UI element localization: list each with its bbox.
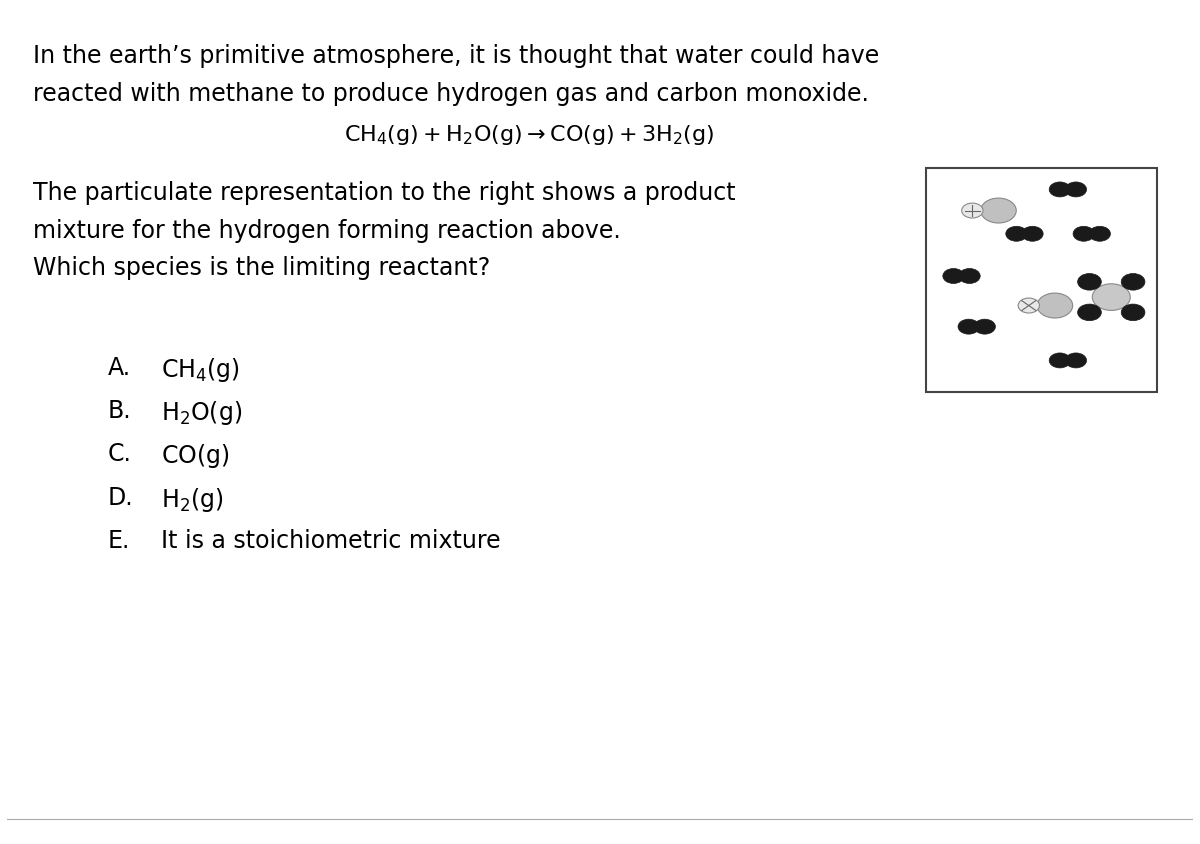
Circle shape — [1037, 294, 1073, 319]
Circle shape — [1006, 227, 1027, 242]
Circle shape — [1066, 354, 1086, 369]
Text: It is a stoichiometric mixture: It is a stoichiometric mixture — [161, 528, 500, 552]
Text: B.: B. — [108, 398, 131, 423]
Circle shape — [1121, 274, 1145, 291]
Text: $\mathrm{CH_4(g) + H_2O(g) \rightarrow CO(g) + 3H_2(g)}$: $\mathrm{CH_4(g) + H_2O(g) \rightarrow C… — [343, 123, 714, 147]
Text: D.: D. — [108, 485, 133, 509]
FancyBboxPatch shape — [926, 169, 1158, 393]
Text: reacted with methane to produce hydrogen gas and carbon monoxide.: reacted with methane to produce hydrogen… — [34, 82, 869, 106]
Text: C.: C. — [108, 442, 132, 466]
Circle shape — [1018, 299, 1039, 314]
Circle shape — [1078, 305, 1102, 322]
Text: $\mathregular{H_2(g)}$: $\mathregular{H_2(g)}$ — [161, 485, 223, 513]
Circle shape — [980, 199, 1016, 224]
Text: The particulate representation to the right shows a product: The particulate representation to the ri… — [34, 181, 736, 205]
Circle shape — [974, 320, 995, 335]
Circle shape — [1090, 227, 1110, 242]
Text: $\mathregular{CO(g)}$: $\mathregular{CO(g)}$ — [161, 442, 229, 470]
Circle shape — [1121, 305, 1145, 322]
Circle shape — [1066, 183, 1086, 197]
Text: In the earth’s primitive atmosphere, it is thought that water could have: In the earth’s primitive atmosphere, it … — [34, 44, 880, 68]
Circle shape — [943, 269, 964, 284]
Text: $\mathregular{CH_4(g)}$: $\mathregular{CH_4(g)}$ — [161, 355, 240, 383]
Circle shape — [1078, 274, 1102, 291]
Circle shape — [1049, 354, 1070, 369]
Text: mixture for the hydrogen forming reaction above.: mixture for the hydrogen forming reactio… — [34, 219, 620, 242]
Text: Which species is the limiting reactant?: Which species is the limiting reactant? — [34, 256, 491, 280]
Circle shape — [1092, 284, 1130, 311]
Text: A.: A. — [108, 355, 131, 380]
Circle shape — [1049, 183, 1070, 197]
Text: E.: E. — [108, 528, 130, 552]
Text: $\mathregular{H_2O(g)}$: $\mathregular{H_2O(g)}$ — [161, 398, 242, 427]
Circle shape — [959, 269, 980, 284]
Circle shape — [1021, 227, 1043, 242]
Circle shape — [961, 203, 983, 219]
Circle shape — [958, 320, 979, 335]
Circle shape — [1073, 227, 1094, 242]
